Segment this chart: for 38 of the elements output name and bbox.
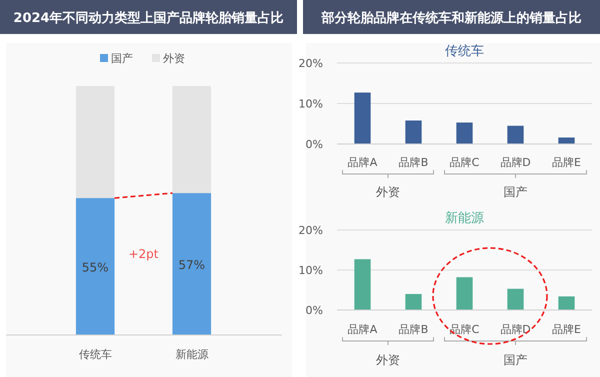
y-tick-label: 20% bbox=[298, 57, 323, 70]
x-tick-label: 品牌A bbox=[348, 323, 378, 336]
legend-label: 国产 bbox=[111, 52, 133, 65]
bar bbox=[405, 120, 422, 144]
text: 国产 bbox=[504, 353, 528, 367]
bar bbox=[507, 288, 524, 310]
bar bbox=[456, 122, 473, 144]
text: 外资 bbox=[376, 185, 400, 199]
y-tick-label: 10% bbox=[298, 264, 323, 277]
data-label: 55% bbox=[82, 260, 109, 275]
y-tick-label: 20% bbox=[298, 224, 323, 237]
chart-title: 部分轮胎品牌在传统车和新能源上的销量占比 bbox=[320, 10, 582, 26]
text: 国产 bbox=[504, 185, 528, 199]
y-tick-label: 0% bbox=[306, 304, 323, 317]
data-label: 57% bbox=[178, 258, 206, 272]
bar bbox=[354, 92, 371, 144]
x-tick-label: 品牌B bbox=[398, 323, 428, 336]
x-tick-label: 品牌B bbox=[398, 156, 428, 169]
bar bbox=[558, 296, 575, 310]
bar bbox=[456, 277, 473, 310]
x-tick-label: 品牌C bbox=[450, 323, 480, 336]
x-tick-label: 品牌D bbox=[500, 156, 531, 169]
bar bbox=[558, 138, 575, 144]
chart-subtitle: 传统车 bbox=[445, 44, 484, 59]
x-tick-label: 品牌E bbox=[552, 323, 582, 336]
annotation: +2pt bbox=[128, 247, 159, 261]
bar bbox=[354, 259, 371, 310]
x-tick-label: 品牌C bbox=[450, 156, 480, 169]
y-tick-label: 10% bbox=[298, 98, 323, 110]
x-tick-label: 品牌A bbox=[348, 156, 378, 169]
bar bbox=[507, 126, 524, 144]
y-tick-label: 0% bbox=[306, 138, 323, 151]
x-tick-label: 品牌E bbox=[552, 156, 582, 169]
bar bbox=[405, 294, 422, 310]
legend-label: 外资 bbox=[163, 52, 185, 65]
chart-title: 2024年不同动力类型上国产品牌轮胎销量占比 bbox=[13, 10, 284, 26]
chart-title: 新能源 bbox=[445, 211, 484, 226]
text: 外资 bbox=[376, 353, 400, 367]
